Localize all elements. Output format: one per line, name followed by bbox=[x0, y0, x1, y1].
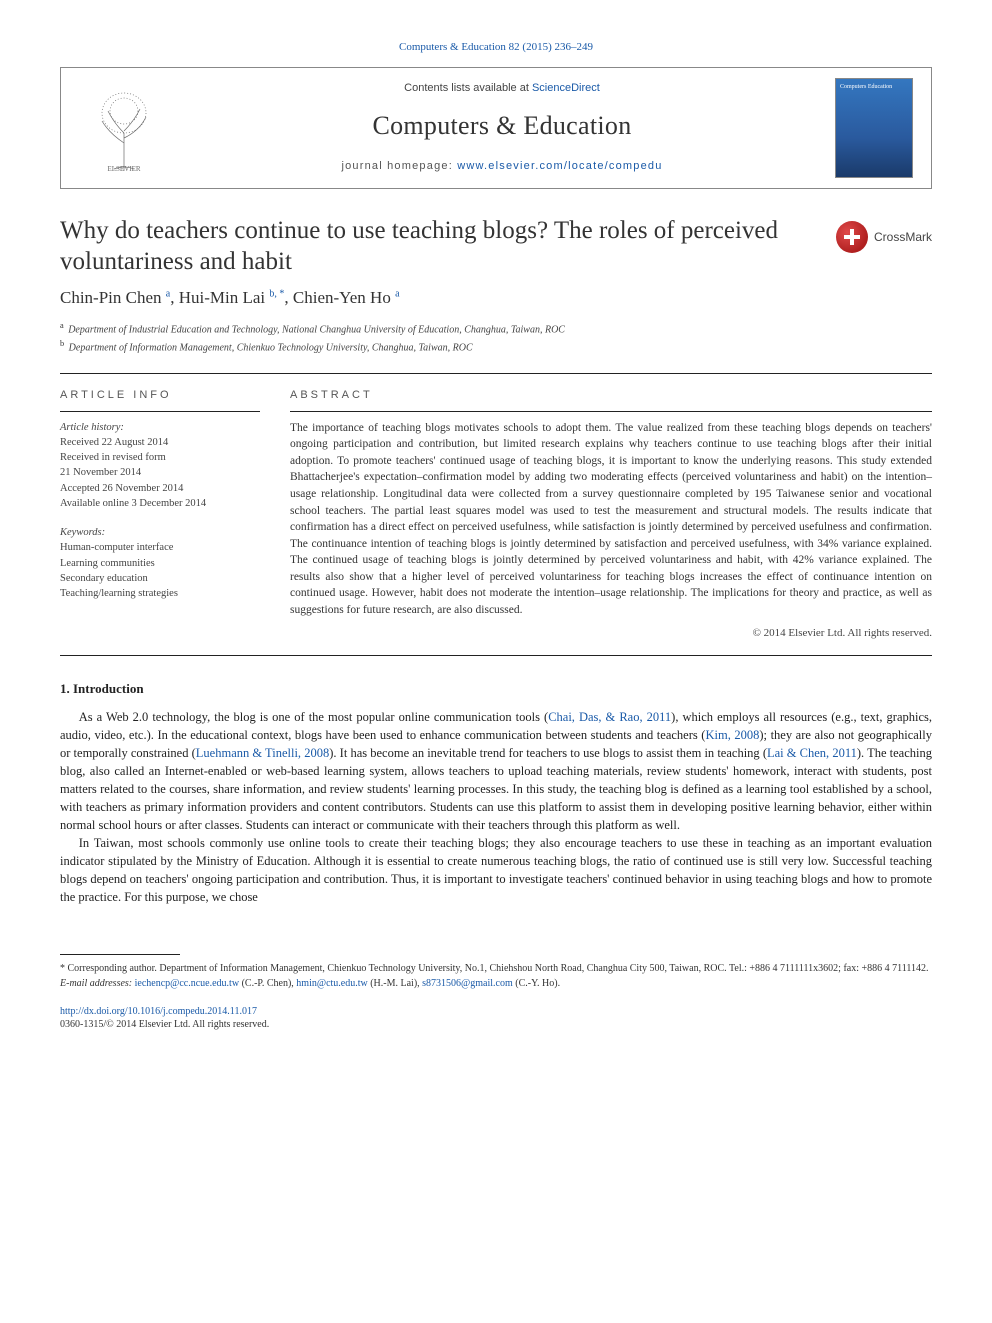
article-info-rule bbox=[60, 411, 260, 412]
section-1-para-1: As a Web 2.0 technology, the blog is one… bbox=[60, 708, 932, 834]
emails-label: E-mail addresses: bbox=[60, 978, 135, 989]
rule-below-abstract bbox=[60, 655, 932, 656]
cite-lai-chen-2011[interactable]: Lai & Chen, 2011 bbox=[767, 746, 857, 760]
keyword-2: Learning communities bbox=[60, 556, 260, 571]
history-heading: Article history: bbox=[60, 420, 260, 435]
keyword-4: Teaching/learning strategies bbox=[60, 586, 260, 601]
keyword-3: Secondary education bbox=[60, 571, 260, 586]
cite-luehmann-2008[interactable]: Luehmann & Tinelli, 2008 bbox=[196, 746, 329, 760]
email-chen[interactable]: iechencp@cc.ncue.edu.tw bbox=[135, 978, 239, 989]
abstract-rule bbox=[290, 411, 932, 412]
elsevier-logo: ELSEVIER bbox=[79, 80, 169, 175]
doi-link[interactable]: http://dx.doi.org/10.1016/j.compedu.2014… bbox=[60, 1005, 932, 1019]
journal-name: Computers & Education bbox=[181, 108, 823, 143]
cite-chai-2011[interactable]: Chai, Das, & Rao, 2011 bbox=[548, 710, 671, 724]
article-history: Article history: Received 22 August 2014… bbox=[60, 420, 260, 601]
running-citation-link[interactable]: Computers & Education 82 (2015) 236–249 bbox=[399, 41, 593, 53]
abstract-copyright: © 2014 Elsevier Ltd. All rights reserved… bbox=[290, 626, 932, 641]
email-ho[interactable]: s8731506@gmail.com bbox=[422, 978, 513, 989]
authors-line: Chin-Pin Chen a, Hui-Min Lai b, *, Chien… bbox=[60, 287, 932, 310]
keywords-heading: Keywords: bbox=[60, 525, 260, 540]
abstract-text: The importance of teaching blogs motivat… bbox=[290, 420, 932, 619]
author-3: Chien-Yen Ho bbox=[293, 288, 395, 307]
history-accepted: Accepted 26 November 2014 bbox=[60, 481, 260, 496]
author-2: Hui-Min Lai bbox=[179, 288, 270, 307]
crossmark-badge[interactable]: CrossMark bbox=[836, 221, 932, 253]
history-revised-date: 21 November 2014 bbox=[60, 465, 260, 480]
history-revised-label: Received in revised form bbox=[60, 450, 260, 465]
p1-seg4: ). It has become an inevitable trend for… bbox=[329, 746, 767, 760]
corresponding-author-note: * Corresponding author. Department of In… bbox=[60, 961, 932, 976]
homepage-prefix: journal homepage: bbox=[341, 160, 457, 172]
journal-masthead: ELSEVIER Contents lists available at Sci… bbox=[60, 67, 932, 189]
journal-cover-thumbnail: Computers Education bbox=[835, 78, 913, 178]
author-2-affil-marker: b, * bbox=[269, 289, 284, 300]
email-ho-who: (C.-Y. Ho). bbox=[513, 978, 560, 989]
masthead-center: Contents lists available at ScienceDirec… bbox=[169, 81, 835, 174]
affil-text-b: Department of Information Management, Ch… bbox=[69, 342, 473, 353]
email-lai[interactable]: hmin@ctu.edu.tw bbox=[296, 978, 367, 989]
article-info-label: ARTICLE INFO bbox=[60, 388, 260, 403]
author-3-affil-marker: a bbox=[395, 289, 399, 300]
contents-prefix: Contents lists available at bbox=[404, 82, 532, 94]
footnote-rule bbox=[60, 954, 180, 955]
section-1-body: As a Web 2.0 technology, the blog is one… bbox=[60, 708, 932, 906]
running-citation: Computers & Education 82 (2015) 236–249 bbox=[60, 40, 932, 55]
journal-homepage-link[interactable]: www.elsevier.com/locate/compedu bbox=[457, 160, 662, 172]
affil-marker-b: b bbox=[60, 339, 64, 348]
affiliation-b: b Department of Information Management, … bbox=[60, 338, 932, 355]
author-1: Chin-Pin Chen bbox=[60, 288, 166, 307]
rule-above-abstract bbox=[60, 373, 932, 374]
affil-text-a: Department of Industrial Education and T… bbox=[68, 325, 565, 336]
affiliation-a: a Department of Industrial Education and… bbox=[60, 320, 932, 337]
email-chen-who: (C.-P. Chen), bbox=[239, 978, 296, 989]
cite-kim-2008[interactable]: Kim, 2008 bbox=[705, 728, 759, 742]
abstract-label: ABSTRACT bbox=[290, 388, 932, 403]
p1-seg1: As a Web 2.0 technology, the blog is one… bbox=[79, 710, 548, 724]
journal-homepage-line: journal homepage: www.elsevier.com/locat… bbox=[181, 159, 823, 174]
contents-line: Contents lists available at ScienceDirec… bbox=[181, 81, 823, 96]
email-addresses-line: E-mail addresses: iechencp@cc.ncue.edu.t… bbox=[60, 976, 932, 991]
footer-issn-copyright: 0360-1315/© 2014 Elsevier Ltd. All right… bbox=[60, 1018, 932, 1032]
affil-marker-a: a bbox=[60, 321, 64, 330]
cover-thumbnail-label: Computers Education bbox=[840, 83, 892, 91]
article-title: Why do teachers continue to use teaching… bbox=[60, 215, 822, 278]
abstract-column: ABSTRACT The importance of teaching blog… bbox=[290, 388, 932, 641]
article-info-column: ARTICLE INFO Article history: Received 2… bbox=[60, 388, 260, 641]
svg-text:ELSEVIER: ELSEVIER bbox=[107, 165, 140, 173]
sciencedirect-link[interactable]: ScienceDirect bbox=[532, 82, 600, 94]
email-lai-who: (H.-M. Lai), bbox=[368, 978, 422, 989]
history-received: Received 22 August 2014 bbox=[60, 435, 260, 450]
history-online: Available online 3 December 2014 bbox=[60, 496, 260, 511]
section-1-heading: 1. Introduction bbox=[60, 680, 932, 698]
title-row: Why do teachers continue to use teaching… bbox=[60, 215, 932, 278]
keyword-1: Human-computer interface bbox=[60, 540, 260, 555]
section-1-para-2: In Taiwan, most schools commonly use onl… bbox=[60, 834, 932, 906]
crossmark-icon bbox=[836, 221, 868, 253]
footnotes-block: * Corresponding author. Department of In… bbox=[60, 961, 932, 991]
info-abstract-row: ARTICLE INFO Article history: Received 2… bbox=[60, 388, 932, 641]
crossmark-label: CrossMark bbox=[874, 229, 932, 245]
